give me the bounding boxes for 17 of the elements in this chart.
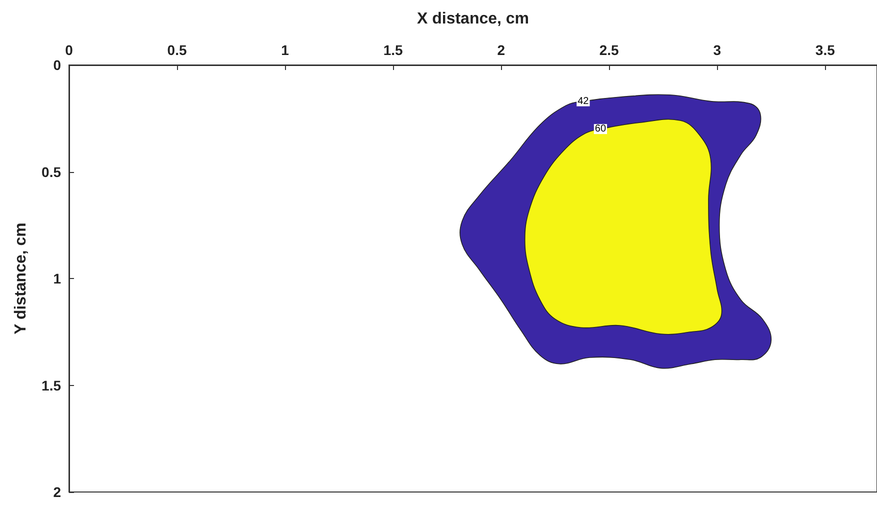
x-tick-label: 3.5 [815, 42, 836, 58]
series-label: 60 [594, 124, 606, 135]
series-label: 42 [578, 96, 590, 107]
y-tick-label: 0.5 [42, 164, 62, 180]
y-tick-label: 2 [53, 484, 62, 500]
x-tick-label: 2 [497, 42, 506, 58]
x-axis-title: X distance, cm [416, 10, 530, 28]
x-tick-label: 0 [65, 42, 74, 58]
y-tick-label: 1 [53, 270, 62, 286]
x-tick-label: 1.5 [383, 42, 404, 58]
x-tick-label: 1 [281, 42, 290, 58]
y-tick-label: 0 [53, 57, 62, 73]
x-tick-label: 3 [713, 42, 722, 58]
y-tick-label: 1.5 [42, 377, 62, 394]
y-axis-title: Y distance, cm [12, 222, 30, 334]
x-tick-label: 2.5 [599, 42, 620, 58]
x-tick-label: 0.5 [167, 42, 187, 58]
